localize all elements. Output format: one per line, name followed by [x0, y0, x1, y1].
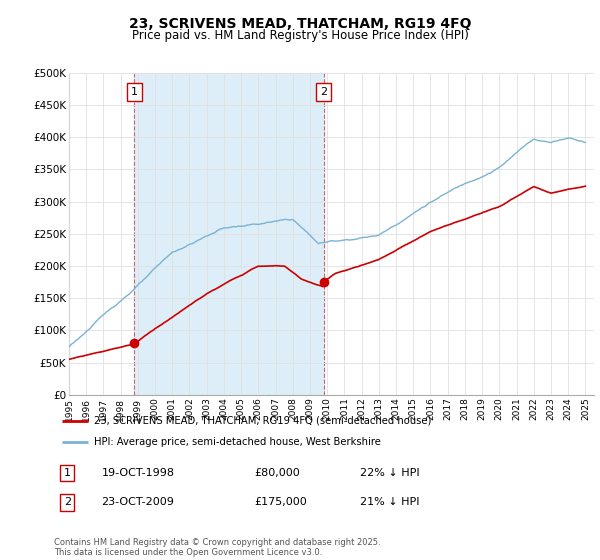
Text: Contains HM Land Registry data © Crown copyright and database right 2025.
This d: Contains HM Land Registry data © Crown c… — [54, 538, 380, 557]
Text: £175,000: £175,000 — [254, 497, 307, 507]
Text: £80,000: £80,000 — [254, 468, 301, 478]
Text: 2: 2 — [64, 497, 71, 507]
Text: 23, SCRIVENS MEAD, THATCHAM, RG19 4FQ: 23, SCRIVENS MEAD, THATCHAM, RG19 4FQ — [129, 17, 471, 31]
Text: 1: 1 — [131, 87, 138, 97]
Text: 21% ↓ HPI: 21% ↓ HPI — [360, 497, 420, 507]
Text: 1: 1 — [64, 468, 71, 478]
Text: 19-OCT-1998: 19-OCT-1998 — [101, 468, 175, 478]
Text: Price paid vs. HM Land Registry's House Price Index (HPI): Price paid vs. HM Land Registry's House … — [131, 29, 469, 42]
Text: 23, SCRIVENS MEAD, THATCHAM, RG19 4FQ (semi-detached house): 23, SCRIVENS MEAD, THATCHAM, RG19 4FQ (s… — [94, 416, 431, 426]
Text: 2: 2 — [320, 87, 327, 97]
Text: 23-OCT-2009: 23-OCT-2009 — [101, 497, 175, 507]
Text: HPI: Average price, semi-detached house, West Berkshire: HPI: Average price, semi-detached house,… — [94, 437, 380, 446]
Bar — [134, 73, 323, 395]
Text: 22% ↓ HPI: 22% ↓ HPI — [360, 468, 420, 478]
